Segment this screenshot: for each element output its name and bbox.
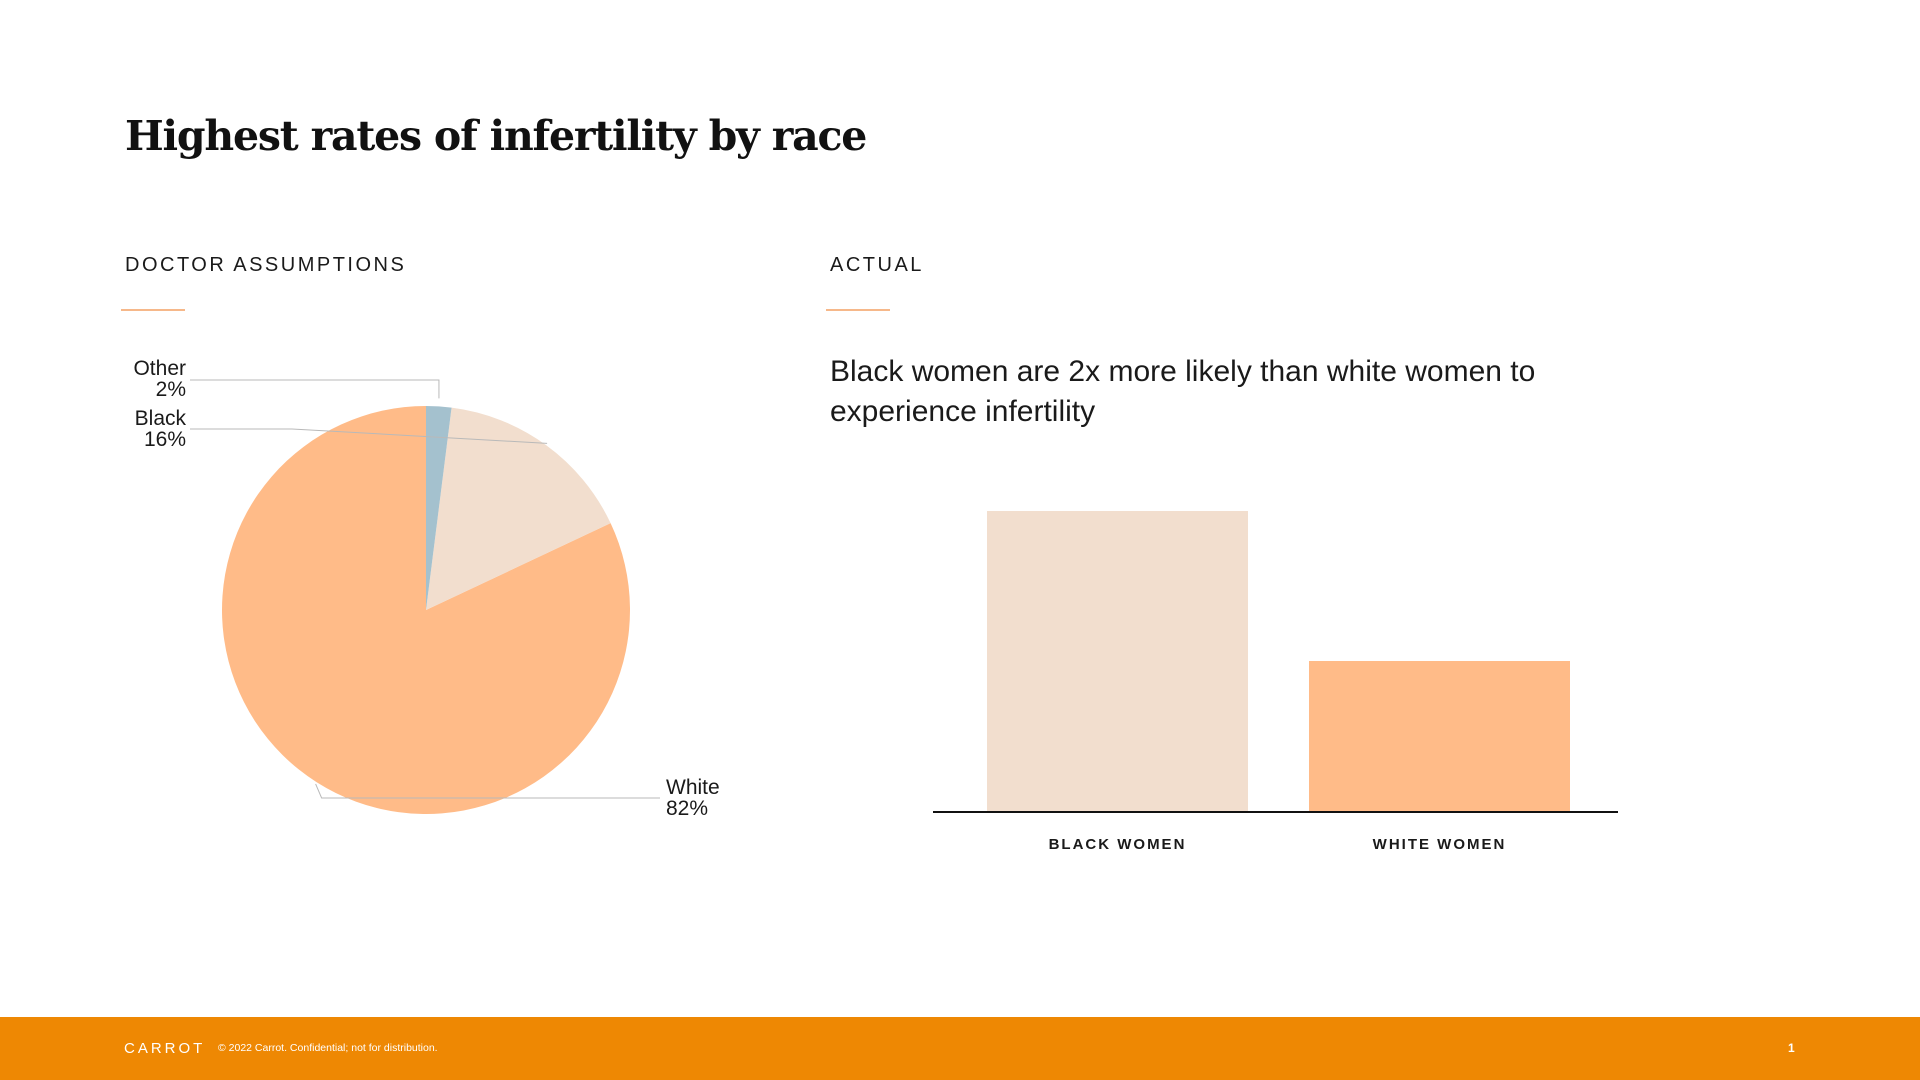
actual-rule bbox=[826, 309, 890, 311]
doctor-assumptions-label: DOCTOR ASSUMPTIONS bbox=[125, 254, 407, 276]
pie-slice-black bbox=[426, 407, 611, 610]
copyright-text: © 2022 Carrot. Confidential; not for dis… bbox=[218, 1042, 438, 1054]
actual-headline: Black women are 2x more likely than whit… bbox=[830, 355, 1536, 428]
slide-title: Highest rates of infertility by race bbox=[125, 112, 867, 160]
pie-leader-white bbox=[315, 783, 660, 799]
actual-label: ACTUAL bbox=[830, 254, 924, 276]
pie-label-white: White bbox=[666, 776, 720, 799]
pie-slice-other bbox=[426, 406, 452, 610]
pie-value-white: 82% bbox=[666, 797, 708, 820]
pie-leader-other bbox=[190, 379, 440, 399]
pie-value-other: 2% bbox=[156, 378, 186, 401]
doctor-assumptions-rule bbox=[121, 309, 185, 311]
bar-black-women bbox=[987, 511, 1248, 811]
bar-chart: BLACK WOMEN WHITE WOMEN bbox=[933, 511, 1618, 853]
carrot-logo: CARROT bbox=[124, 1040, 206, 1057]
bar-label-white-women: WHITE WOMEN bbox=[1373, 836, 1507, 853]
pie-leader-black bbox=[190, 428, 548, 444]
pie-chart: White 82% Black 16% Other 2% bbox=[133, 357, 719, 820]
footer-bar: CARROT © 2022 Carrot. Confidential; not … bbox=[0, 1017, 1920, 1080]
charts-canvas: White 82% Black 16% Other 2% BLACK WOMEN… bbox=[133, 357, 1618, 853]
bar-white-women bbox=[1309, 661, 1570, 811]
bar-label-black-women: BLACK WOMEN bbox=[1049, 836, 1187, 853]
pie-label-black: Black bbox=[135, 407, 187, 430]
page-number: 1 bbox=[1788, 1041, 1795, 1055]
pie-label-other: Other bbox=[133, 357, 186, 380]
pie-value-black: 16% bbox=[144, 428, 186, 451]
